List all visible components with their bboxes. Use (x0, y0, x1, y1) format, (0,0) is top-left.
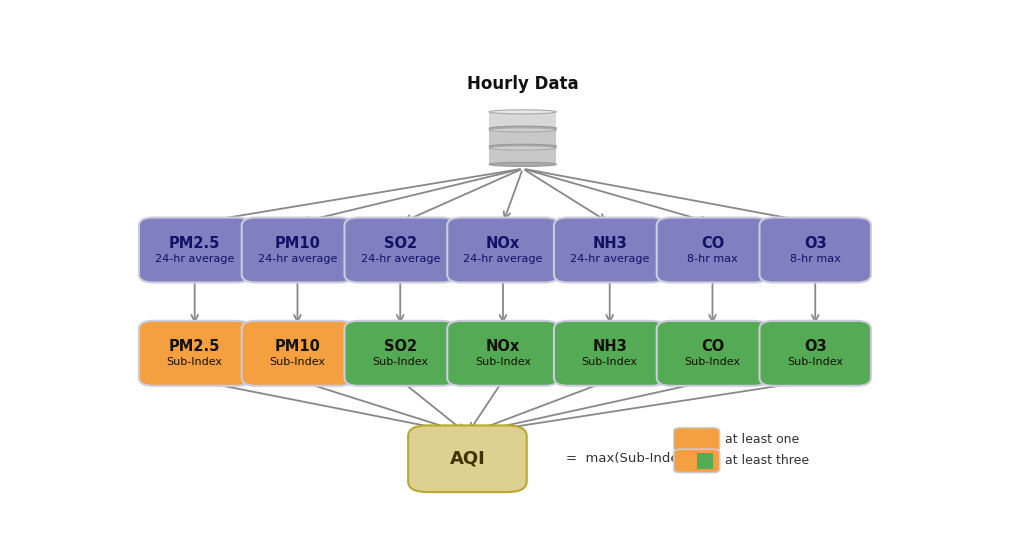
FancyBboxPatch shape (674, 449, 718, 472)
Text: AQI: AQI (449, 450, 485, 468)
Text: Sub-Index: Sub-Index (787, 357, 843, 367)
Ellipse shape (489, 128, 555, 132)
FancyBboxPatch shape (656, 217, 767, 282)
FancyBboxPatch shape (139, 321, 251, 386)
FancyBboxPatch shape (139, 217, 251, 282)
Text: NH3: NH3 (592, 339, 627, 354)
Ellipse shape (489, 110, 555, 114)
Text: NOx: NOx (485, 236, 520, 251)
FancyBboxPatch shape (656, 321, 767, 386)
Text: Sub-Index: Sub-Index (372, 357, 428, 367)
FancyBboxPatch shape (344, 217, 455, 282)
FancyBboxPatch shape (446, 321, 558, 386)
Bar (696, 453, 712, 469)
Ellipse shape (489, 162, 555, 167)
Text: Sub-Index: Sub-Index (269, 357, 325, 367)
Text: SO2: SO2 (383, 339, 417, 354)
Text: 24-hr average: 24-hr average (155, 254, 234, 264)
Bar (489, 148, 555, 164)
Text: 24-hr average: 24-hr average (463, 254, 542, 264)
Text: NOx: NOx (485, 339, 520, 354)
Text: PM2.5: PM2.5 (169, 236, 220, 251)
Ellipse shape (489, 146, 555, 150)
Text: O3: O3 (803, 236, 825, 251)
Text: 24-hr average: 24-hr average (360, 254, 439, 264)
Text: =  max(Sub-Index): = max(Sub-Index) (566, 452, 691, 465)
Text: at least one: at least one (725, 433, 799, 446)
FancyBboxPatch shape (344, 321, 455, 386)
Bar (489, 112, 555, 128)
FancyBboxPatch shape (242, 321, 353, 386)
Ellipse shape (489, 144, 555, 148)
FancyBboxPatch shape (759, 321, 870, 386)
Text: Hourly Data: Hourly Data (467, 75, 578, 93)
Text: CO: CO (700, 236, 723, 251)
FancyBboxPatch shape (408, 425, 526, 492)
Text: at least three: at least three (725, 454, 808, 467)
Text: PM10: PM10 (274, 339, 320, 354)
FancyBboxPatch shape (674, 428, 718, 451)
Text: NH3: NH3 (592, 236, 627, 251)
Text: Sub-Index: Sub-Index (475, 357, 531, 367)
FancyBboxPatch shape (446, 217, 558, 282)
Text: PM2.5: PM2.5 (169, 339, 220, 354)
Text: Sub-Index: Sub-Index (581, 357, 637, 367)
Bar (489, 130, 555, 146)
Text: O3: O3 (803, 339, 825, 354)
Text: 24-hr average: 24-hr average (570, 254, 649, 264)
Text: Sub-Index: Sub-Index (166, 357, 222, 367)
Text: SO2: SO2 (383, 236, 417, 251)
Text: CO: CO (700, 339, 723, 354)
Text: PM10: PM10 (274, 236, 320, 251)
Text: 8-hr max: 8-hr max (789, 254, 840, 264)
Ellipse shape (489, 126, 555, 130)
Text: Sub-Index: Sub-Index (684, 357, 740, 367)
Text: 8-hr max: 8-hr max (687, 254, 737, 264)
FancyBboxPatch shape (553, 217, 664, 282)
FancyBboxPatch shape (553, 321, 664, 386)
Text: 24-hr average: 24-hr average (258, 254, 337, 264)
FancyBboxPatch shape (242, 217, 353, 282)
FancyBboxPatch shape (759, 217, 870, 282)
